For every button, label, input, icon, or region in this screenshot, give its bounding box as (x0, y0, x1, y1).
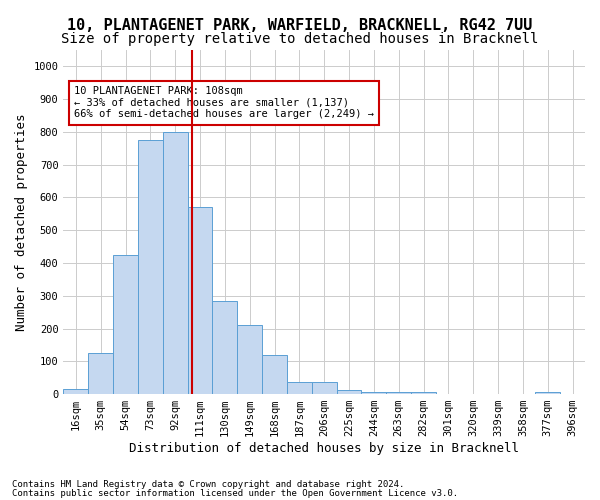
Bar (237, 326, 262, 394)
Bar (287, 382, 312, 394)
Bar (312, 382, 337, 394)
Text: Contains public sector information licensed under the Open Government Licence v3: Contains public sector information licen… (12, 488, 458, 498)
Text: Size of property relative to detached houses in Bracknell: Size of property relative to detached ho… (61, 32, 539, 46)
Bar (361, 392, 386, 394)
Bar (188, 208, 212, 394)
Bar (113, 255, 138, 394)
Bar (262, 355, 287, 394)
Y-axis label: Number of detached properties: Number of detached properties (15, 114, 28, 331)
Text: 10, PLANTAGENET PARK, WARFIELD, BRACKNELL, RG42 7UU: 10, PLANTAGENET PARK, WARFIELD, BRACKNEL… (67, 18, 533, 32)
Bar (212, 300, 237, 394)
Bar (138, 140, 163, 394)
Bar (386, 392, 411, 394)
Bar (163, 132, 188, 394)
Bar (88, 353, 113, 394)
Text: Contains HM Land Registry data © Crown copyright and database right 2024.: Contains HM Land Registry data © Crown c… (12, 480, 404, 489)
Bar (535, 392, 560, 394)
Bar (64, 389, 88, 394)
Bar (411, 392, 436, 394)
X-axis label: Distribution of detached houses by size in Bracknell: Distribution of detached houses by size … (129, 442, 519, 455)
Bar (337, 390, 361, 394)
Text: 10 PLANTAGENET PARK: 108sqm
← 33% of detached houses are smaller (1,137)
66% of : 10 PLANTAGENET PARK: 108sqm ← 33% of det… (74, 86, 374, 120)
